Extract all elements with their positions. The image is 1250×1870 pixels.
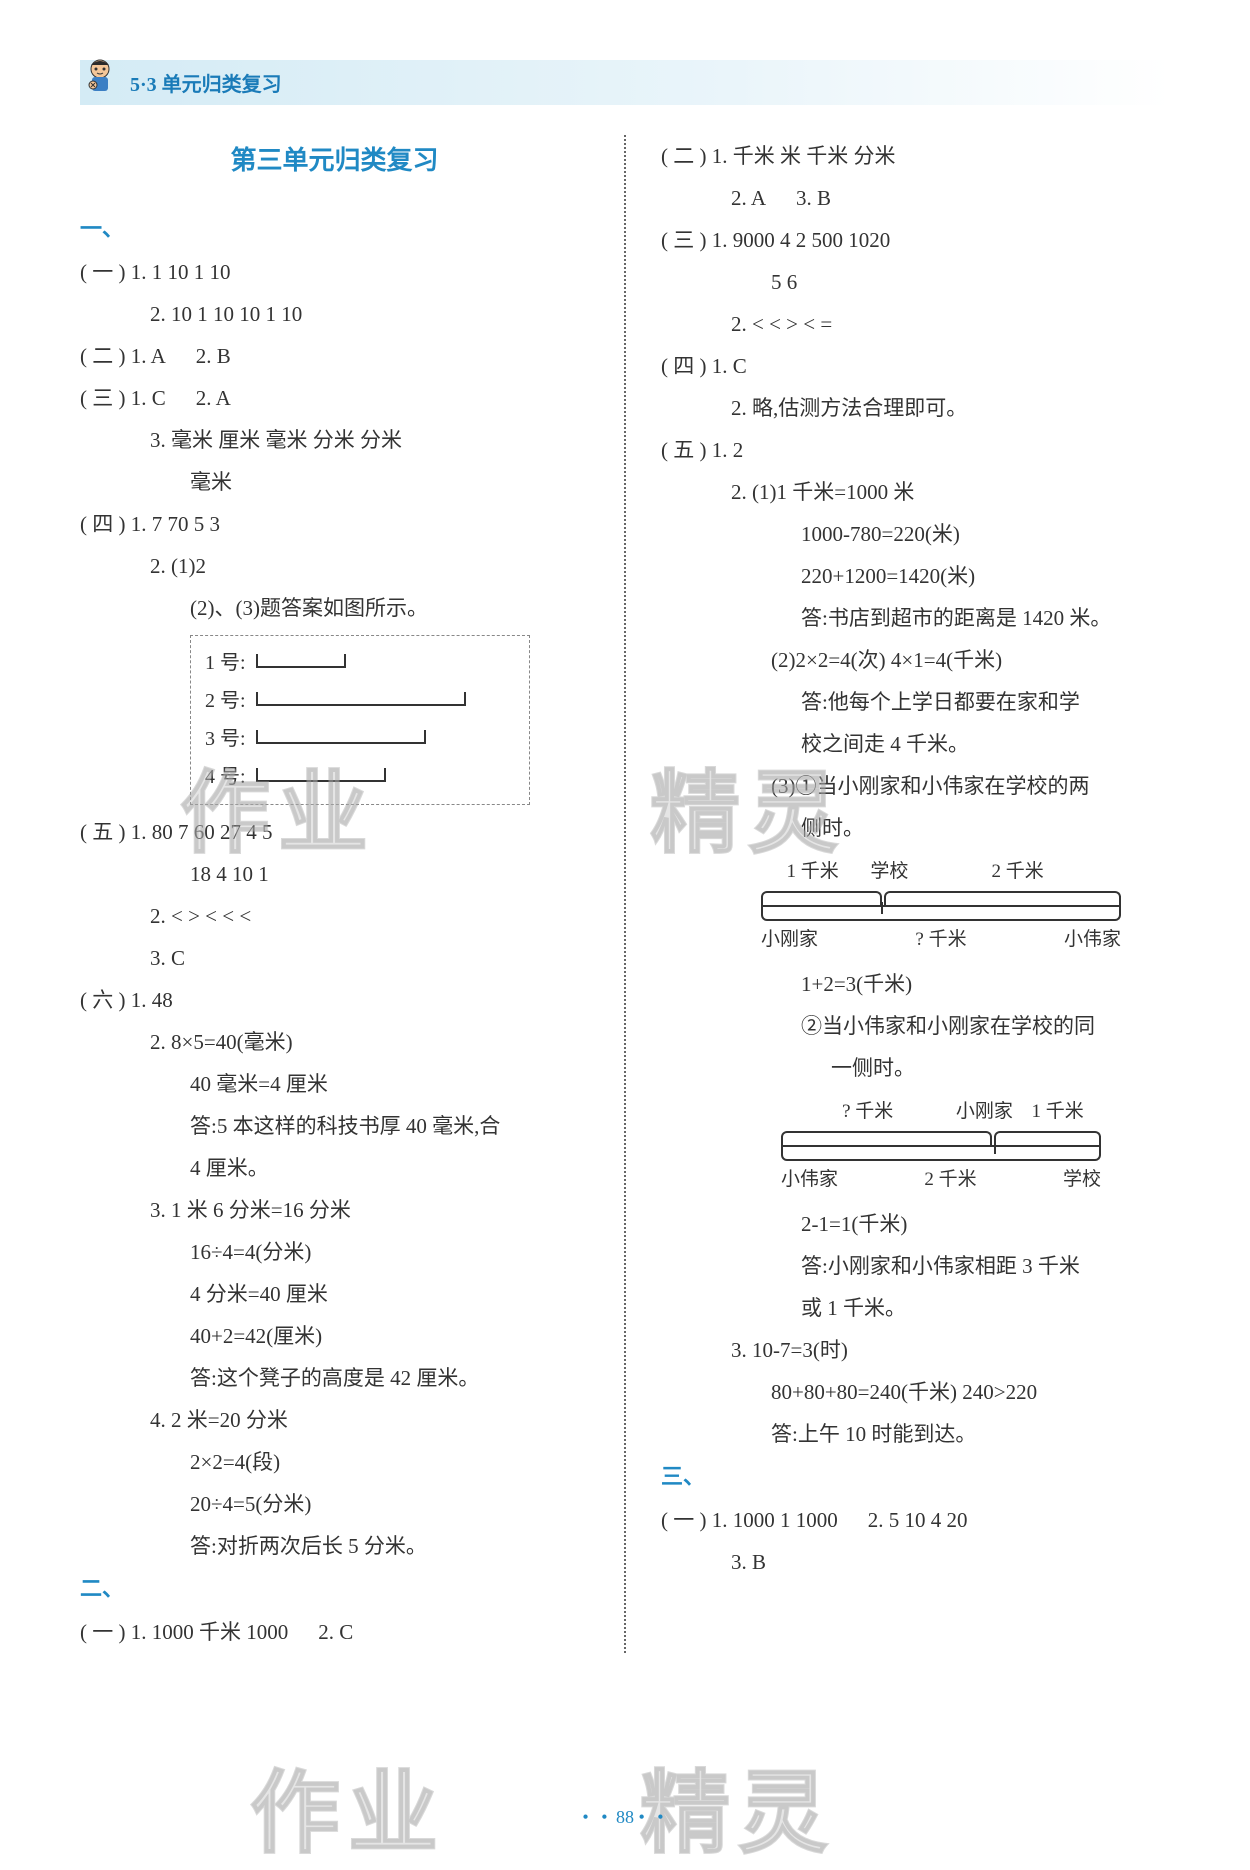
- section-three: 三、: [661, 1464, 705, 1489]
- group-4: ( 四 ): [80, 503, 126, 545]
- ans: 1000 千米 1000: [152, 1620, 289, 1644]
- ans: 4 厘米。: [190, 1156, 269, 1180]
- ans: 80 7 60 27 4 5: [152, 820, 273, 844]
- ans: 10-7=3(时): [752, 1338, 848, 1362]
- page-number: • • 88 • •: [0, 1807, 1250, 1828]
- ans: (1)1 千米=1000 米: [752, 480, 914, 504]
- ans: 答:5 本这样的科技书厚 40 毫米,合: [190, 1114, 500, 1138]
- ans: 5 10 4 20: [889, 1508, 968, 1532]
- ans: 1000-780=220(米): [801, 522, 960, 546]
- ans: C: [339, 1620, 353, 1644]
- ans: 答:这个凳子的高度是 42 厘米。: [190, 1366, 479, 1390]
- watermark-text: 精灵: [640, 1740, 836, 1870]
- ans: ②当小伟家和小刚家在学校的同: [801, 1014, 1095, 1038]
- ans: C: [152, 386, 166, 410]
- ans: 5 6: [771, 270, 797, 294]
- ans: 2×2=4(段): [190, 1450, 280, 1474]
- header-band: 5·3 单元归类复习: [80, 60, 1170, 105]
- ans: 1000 1 1000: [733, 1508, 838, 1532]
- ans: (2)2×2=4(次) 4×1=4(千米): [771, 648, 1002, 672]
- ans: C: [733, 354, 747, 378]
- ans: 40+2=42(厘米): [190, 1324, 322, 1348]
- ans: 2-1=1(千米): [801, 1212, 907, 1236]
- group-4r: ( 四 ): [661, 345, 707, 387]
- ans: 答:小刚家和小伟家相距 3 千米: [801, 1254, 1080, 1278]
- ans: 或 1 千米。: [801, 1296, 906, 1320]
- ans: (1)2: [171, 554, 206, 578]
- bracket-3: [256, 730, 426, 744]
- ans: 20÷4=5(分米): [190, 1492, 311, 1516]
- section-one: 一、: [80, 216, 124, 241]
- ans: 4 分米=40 厘米: [190, 1282, 328, 1306]
- ans: 220+1200=1420(米): [801, 564, 975, 588]
- ans: 1 米 6 分米=16 分米: [171, 1198, 351, 1222]
- ans: 1 10 1 10: [152, 260, 231, 284]
- ans: B: [752, 1550, 766, 1574]
- ans: A: [151, 344, 166, 368]
- ans: A: [751, 186, 766, 210]
- ans: C: [171, 946, 185, 970]
- watermark-text: 作业: [250, 1740, 446, 1870]
- ans: < > < < <: [171, 904, 251, 928]
- group-1: ( 一 ): [80, 251, 126, 293]
- bracket-1: [256, 654, 346, 668]
- ans: B: [817, 186, 831, 210]
- group-1c: ( 一 ): [661, 1499, 707, 1541]
- ans: 校之间走 4 千米。: [801, 732, 969, 756]
- ans: 40 毫米=4 厘米: [190, 1072, 328, 1096]
- ans: 略,估测方法合理即可。: [752, 396, 967, 420]
- ans: (3)①当小刚家和小伟家在学校的两: [771, 774, 1090, 798]
- ans: B: [217, 344, 231, 368]
- column-divider: [624, 135, 626, 1653]
- ans: 答:他每个上学日都要在家和学: [801, 690, 1080, 714]
- ans: 48: [152, 988, 173, 1012]
- content-columns: 第三单元归类复习 一、 ( 一 ) 1. 1 10 1 10 2. 10 1 1…: [80, 135, 1170, 1653]
- ans: (2)、(3)题答案如图所示。: [190, 596, 428, 620]
- group-5r: ( 五 ): [661, 429, 707, 471]
- line-diagram-1: 1 千米 学校 2 千米 小刚家 ? 千米 小伟家: [761, 853, 1170, 959]
- group-6: ( 六 ): [80, 979, 126, 1021]
- right-column: ( 二 ) 1. 千米 米 千米 分米 2. A3. B ( 三 ) 1. 90…: [651, 135, 1170, 1653]
- ans: 2: [733, 438, 744, 462]
- ans: 7 70 5 3: [152, 512, 220, 536]
- ans: 毫米: [190, 470, 232, 494]
- ans: 8×5=40(毫米): [171, 1030, 293, 1054]
- ans: 2 米=20 分米: [171, 1408, 288, 1432]
- ans: 9000 4 2 500 1020: [733, 228, 891, 252]
- ans: 千米 米 千米 分米: [733, 144, 896, 168]
- group-2: ( 二 ): [80, 335, 126, 377]
- ans: 一侧时。: [831, 1056, 915, 1080]
- ans: 18 4 10 1: [190, 862, 269, 886]
- group-1b: ( 一 ): [80, 1611, 126, 1653]
- mascot-icon: [80, 55, 120, 95]
- group-5: ( 五 ): [80, 811, 126, 853]
- header-label: 5·3 单元归类复习: [130, 74, 282, 96]
- ans: 答:对折两次后长 5 分米。: [190, 1534, 427, 1558]
- ans: 侧时。: [801, 816, 864, 840]
- group-3r: ( 三 ): [661, 219, 707, 261]
- bracket-2: [256, 692, 466, 706]
- ans: 答:书店到超市的距离是 1420 米。: [801, 606, 1111, 630]
- ans: A: [216, 386, 231, 410]
- group-2r: ( 二 ): [661, 135, 707, 177]
- ans: 80+80+80=240(千米) 240>220: [771, 1380, 1037, 1404]
- ans: 毫米 厘米 毫米 分米 分米: [171, 428, 402, 452]
- ans: 答:上午 10 时能到达。: [771, 1422, 976, 1446]
- ans: 1+2=3(千米): [801, 972, 912, 996]
- ans: 16÷4=4(分米): [190, 1240, 311, 1264]
- left-column: 第三单元归类复习 一、 ( 一 ) 1. 1 10 1 10 2. 10 1 1…: [80, 135, 599, 1653]
- line-diagram-2: ? 千米 小刚家 1 千米 小伟家 2 千米 学校: [781, 1093, 1170, 1199]
- ans: < < > < =: [752, 312, 832, 336]
- group-3: ( 三 ): [80, 377, 126, 419]
- unit-title: 第三单元归类复习: [80, 135, 589, 187]
- bracket-diagram: 1 号: 2 号: 3 号: 4 号:: [190, 635, 530, 805]
- ans: 10 1 10 10 1 10: [171, 302, 302, 326]
- section-two: 二、: [80, 1576, 124, 1601]
- bracket-4: [256, 768, 386, 782]
